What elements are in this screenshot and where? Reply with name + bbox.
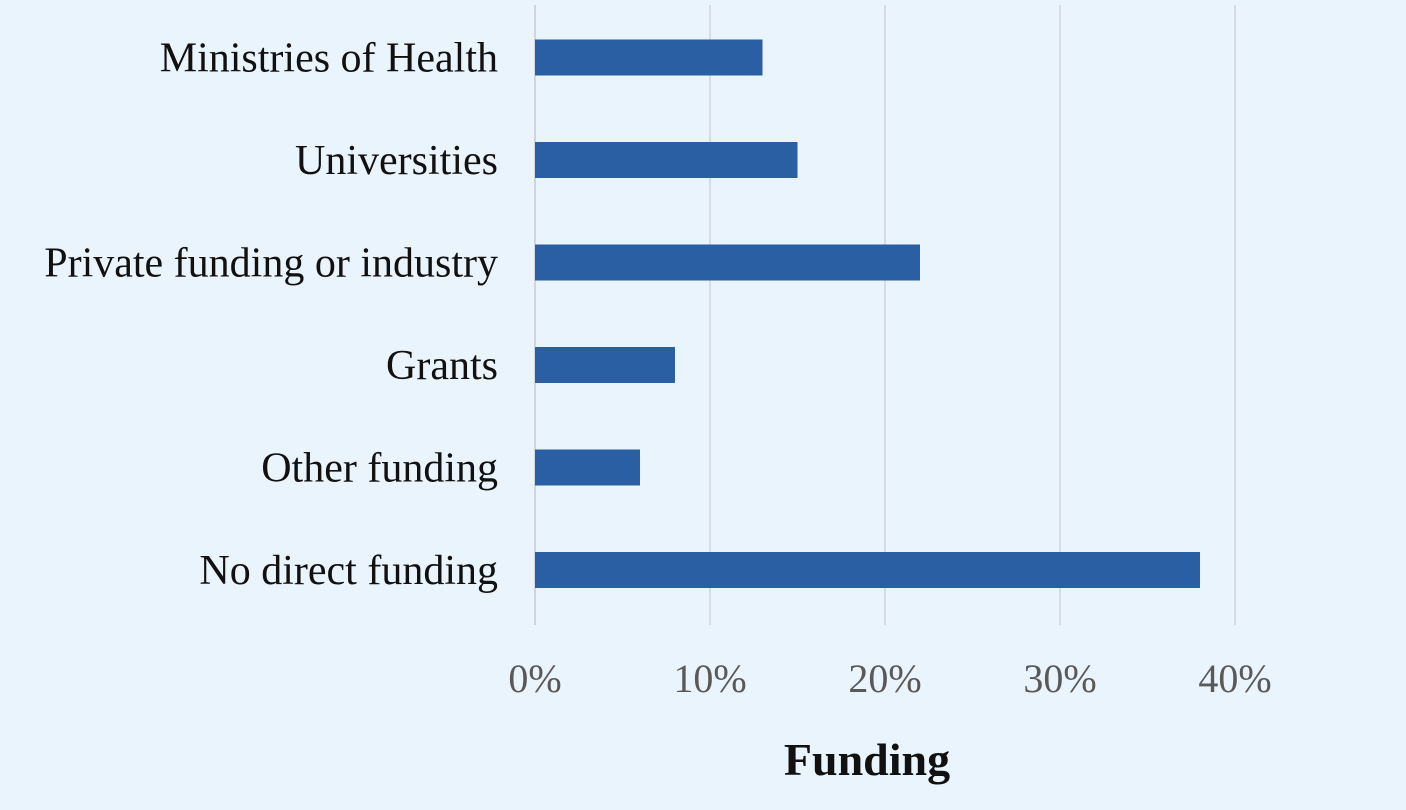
x-tick-label: 40% [1198, 656, 1271, 701]
bar [535, 39, 763, 76]
x-tick-label: 30% [1023, 656, 1096, 701]
gridlines [534, 5, 1236, 625]
x-tick-label: 10% [673, 656, 746, 701]
category-label: Other funding [261, 446, 498, 492]
category-label: Universities [295, 138, 498, 184]
x-axis-title: Funding [784, 734, 950, 785]
category-label: No direct funding [199, 548, 498, 594]
x-tick-labels: 0% 10% 20% 30% 40% [508, 656, 1271, 701]
x-tick-label: 20% [848, 656, 921, 701]
category-label: Private funding or industry [44, 241, 498, 287]
bar [535, 449, 640, 486]
x-tick-label: 0% [508, 656, 561, 701]
category-labels: Ministries of Health Universities Private … [44, 36, 498, 595]
category-label: Grants [386, 343, 498, 389]
bar [535, 347, 675, 383]
bar [535, 552, 1200, 588]
bar [535, 244, 920, 281]
bar-series [535, 39, 1200, 588]
category-label: Ministries of Health [160, 36, 498, 82]
bar [535, 142, 798, 178]
